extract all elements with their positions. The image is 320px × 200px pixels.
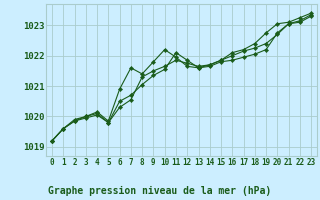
Text: Graphe pression niveau de la mer (hPa): Graphe pression niveau de la mer (hPa) (48, 186, 272, 196)
